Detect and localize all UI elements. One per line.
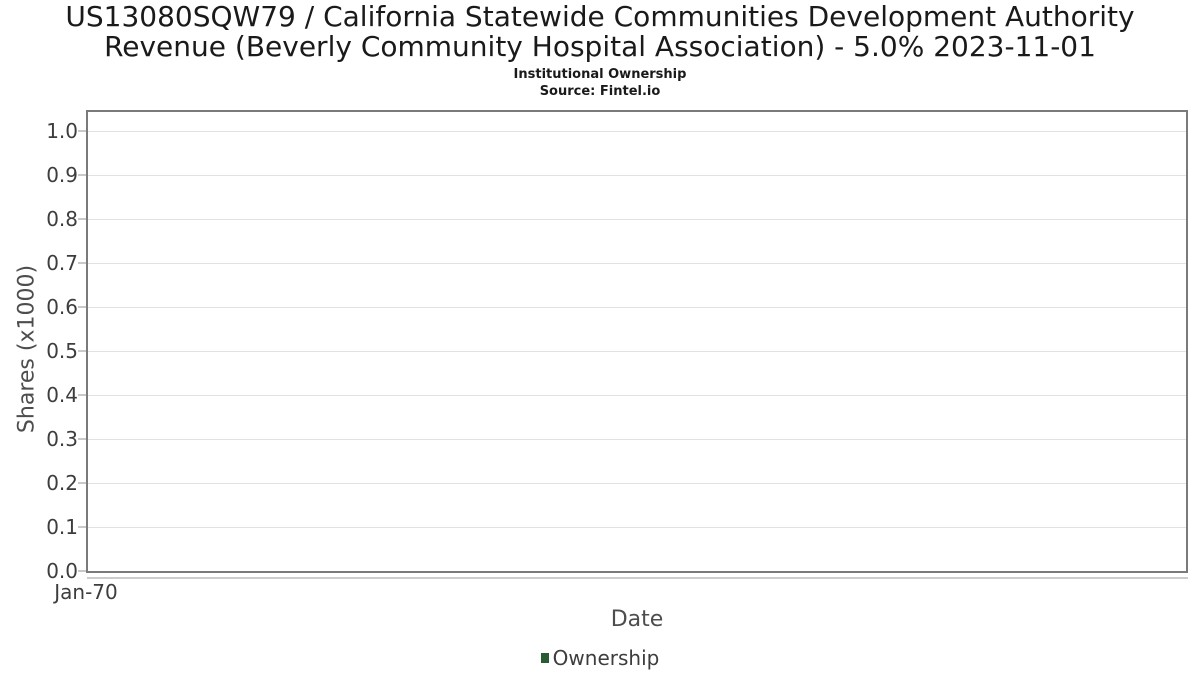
y-tick-mark bbox=[78, 262, 86, 264]
legend-label-ownership: Ownership bbox=[552, 646, 660, 670]
y-tick-label: 0.1 bbox=[46, 515, 78, 539]
y-tick-mark bbox=[78, 306, 86, 308]
plot-area bbox=[86, 110, 1188, 573]
gridline-y-0.1 bbox=[88, 527, 1186, 528]
y-tick-label: 0.7 bbox=[46, 251, 78, 275]
y-tick-mark bbox=[78, 174, 86, 176]
legend: Ownership bbox=[0, 645, 1200, 671]
x-tick-label: Jan-70 bbox=[54, 580, 118, 604]
gridline-y-0.5 bbox=[88, 351, 1186, 352]
y-tick-mark bbox=[78, 570, 86, 572]
y-tick-mark bbox=[78, 482, 86, 484]
y-tick-label: 0.8 bbox=[46, 207, 78, 231]
y-tick-label: 0.6 bbox=[46, 295, 78, 319]
gridline-y-0.2 bbox=[88, 483, 1186, 484]
gridline-y-1.0 bbox=[88, 131, 1186, 132]
y-tick-label: 0.4 bbox=[46, 383, 78, 407]
y-tick-label: 0.3 bbox=[46, 427, 78, 451]
chart-subtitle: Institutional Ownership bbox=[513, 67, 687, 82]
y-tick-label: 0.9 bbox=[46, 163, 78, 187]
y-axis-title: Shares (x1000) bbox=[14, 264, 40, 434]
chart-source-credit: Source: Fintel.io bbox=[539, 84, 661, 99]
gridline-y-0.9 bbox=[88, 175, 1186, 176]
y-tick-label: 0.2 bbox=[46, 471, 78, 495]
y-tick-mark bbox=[78, 438, 86, 440]
y-tick-mark bbox=[78, 350, 86, 352]
y-tick-label: 0.0 bbox=[46, 559, 78, 583]
x-axis-title: Date bbox=[610, 607, 664, 632]
gridline-y-0.8 bbox=[88, 219, 1186, 220]
legend-swatch-ownership bbox=[540, 653, 549, 663]
y-tick-label: 0.5 bbox=[46, 339, 78, 363]
chart-title: US13080SQW79 / California Statewide Comm… bbox=[65, 0, 1135, 63]
gridline-y-0.3 bbox=[88, 439, 1186, 440]
gridline-y-0.4 bbox=[88, 395, 1186, 396]
gridline-y-0.6 bbox=[88, 307, 1186, 308]
y-tick-label: 1.0 bbox=[46, 119, 78, 143]
y-tick-mark bbox=[78, 218, 86, 220]
y-tick-mark bbox=[78, 130, 86, 132]
y-tick-mark bbox=[78, 394, 86, 396]
gridline-y-0.7 bbox=[88, 263, 1186, 264]
x-axis-line bbox=[87, 577, 1188, 579]
y-tick-mark bbox=[78, 526, 86, 528]
